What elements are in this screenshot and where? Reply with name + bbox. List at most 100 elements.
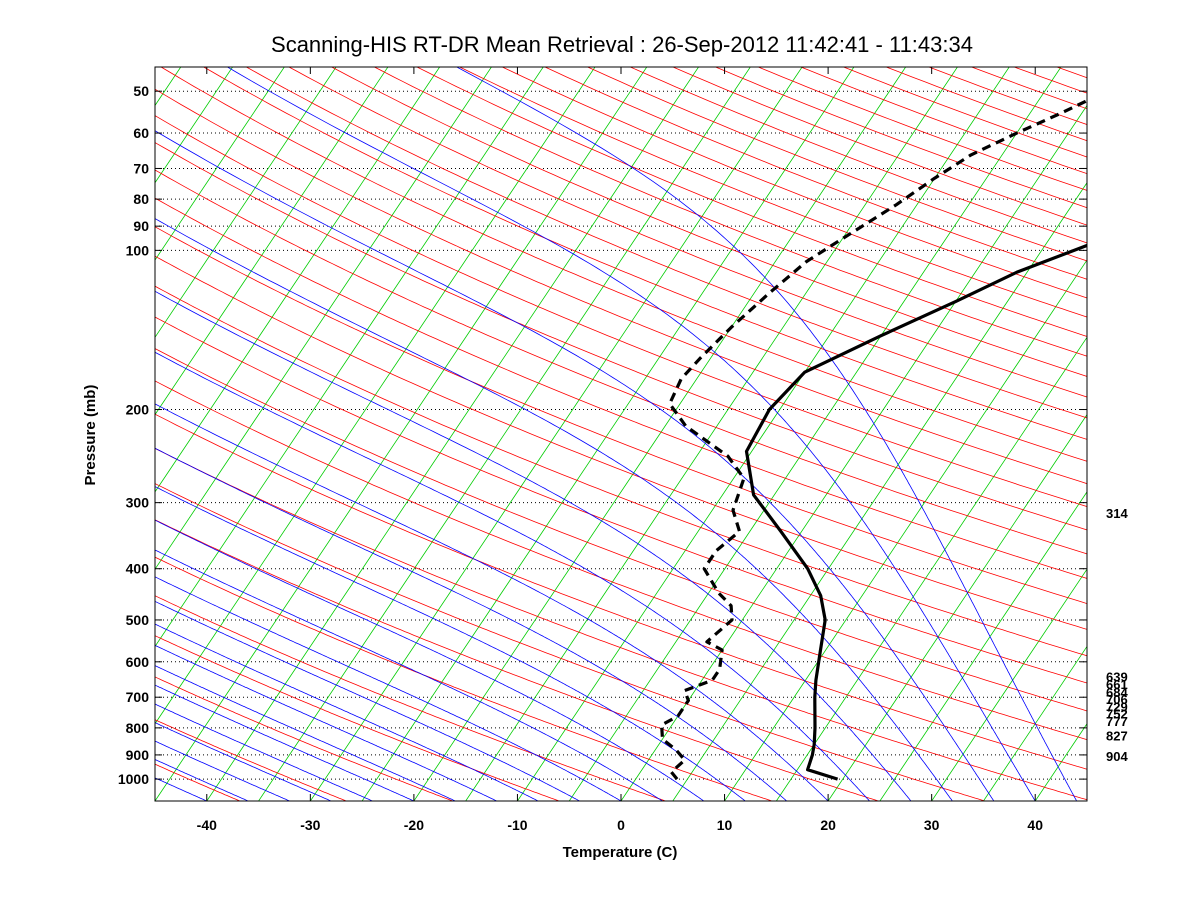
moist-adiabat — [455, 67, 1077, 801]
moist-adiabat — [155, 403, 829, 801]
isotherm — [155, 67, 337, 339]
chart-title: Scanning-HIS RT-DR Mean Retrieval : 26-S… — [271, 32, 973, 57]
plot-area — [0, 40, 1200, 821]
y-tick-label: 80 — [133, 191, 149, 207]
dry-adiabat — [155, 226, 1087, 605]
moist-adiabat — [155, 130, 995, 801]
isotherm — [309, 67, 803, 801]
dry-adiabat — [155, 285, 1087, 657]
x-tick-label: 30 — [924, 817, 940, 833]
plot-frame — [154, 66, 1088, 802]
moist-adiabat — [155, 759, 249, 801]
x-tick-label: -30 — [300, 817, 320, 833]
dry-adiabat — [245, 67, 1087, 419]
dry-adiabat — [155, 413, 1087, 770]
moist-adiabat — [155, 722, 332, 801]
moist-adiabat — [155, 519, 705, 801]
dry-adiabat — [544, 67, 1087, 280]
isotherm — [155, 67, 285, 261]
isotherm — [0, 40, 44, 821]
isotherm — [568, 67, 1062, 801]
x-tick-label: -20 — [404, 817, 424, 833]
y-tick-label: 900 — [126, 747, 150, 763]
moist-adiabat — [155, 549, 663, 801]
isotherm — [155, 67, 234, 184]
right-level-label: 827 — [1106, 728, 1128, 743]
isotherm — [258, 67, 751, 801]
dry-adiabat — [1189, 40, 1200, 801]
right-level-label: 752 — [1106, 707, 1128, 722]
isotherm — [465, 67, 958, 801]
right-level-label: 729 — [1106, 700, 1128, 715]
moist-adiabat — [155, 447, 787, 801]
moist-adiabat — [155, 623, 539, 801]
right-level-label: 706 — [1106, 692, 1128, 707]
y-tick-label: 600 — [126, 654, 150, 670]
y-tick-labels: 50 60 70 80 90 100 200 300 400 500 600 700 800 900 100… — [118, 83, 1087, 787]
x-tick-labels: -40 -30 -20 -10 0 10 20 30 40 — [197, 67, 1043, 833]
dry-adiabat — [330, 67, 1087, 377]
dry-adiabat — [155, 316, 1087, 684]
dry-adiabat — [1148, 40, 1200, 801]
isotherm — [155, 67, 544, 648]
isotherm — [672, 182, 1087, 801]
isotherm — [1177, 40, 1200, 821]
dry-adiabat — [155, 519, 880, 801]
y-tick-label: 700 — [126, 689, 150, 705]
isotherm — [827, 413, 1087, 801]
dewpoint-profile-line — [659, 98, 1087, 781]
moist-adiabat — [155, 740, 290, 801]
dry-adiabat — [970, 67, 1087, 110]
isotherm — [155, 67, 596, 725]
moist-adiabat — [155, 644, 497, 801]
dry-adiabat — [1055, 67, 1087, 79]
isotherm — [1086, 800, 1087, 801]
isotherm — [155, 67, 182, 107]
right-level-label: 314 — [1106, 506, 1128, 521]
moist-adiabat — [155, 290, 912, 801]
isotherm — [155, 67, 648, 801]
isotherm — [155, 67, 389, 416]
moist-adiabat — [155, 703, 373, 801]
dry-adiabat — [288, 67, 1087, 398]
dry-adiabat — [160, 67, 1087, 462]
dry-adiabat — [155, 348, 1087, 712]
right-level-label: 639 — [1106, 669, 1128, 684]
temperature-profile-line — [744, 243, 1087, 781]
dry-adiabat — [155, 169, 1087, 555]
y-tick-label: 100 — [126, 242, 150, 258]
x-tick-label: 10 — [717, 817, 733, 833]
x-tick-label: 0 — [617, 817, 625, 833]
right-level-label: 684 — [1106, 685, 1128, 700]
isotherm — [1125, 40, 1200, 821]
y-tick-label: 60 — [133, 125, 149, 141]
dry-adiabat — [155, 556, 774, 801]
isotherm — [620, 104, 1087, 801]
isotherm — [155, 67, 441, 493]
dry-adiabat — [155, 255, 1087, 630]
y-tick-label: 500 — [126, 612, 150, 628]
y-tick-label: 1000 — [118, 771, 149, 787]
isotherm — [155, 67, 492, 570]
moist-adiabat — [155, 218, 953, 801]
y-tick-label: 90 — [133, 218, 149, 234]
dry-adiabat — [155, 719, 348, 801]
moist-adiabat — [155, 684, 415, 801]
y-tick-label: 400 — [126, 561, 150, 577]
moist-adiabat — [155, 576, 622, 801]
dry-adiabat — [586, 67, 1087, 262]
y-tick-label: 50 — [133, 83, 149, 99]
moist-adiabat — [226, 67, 1036, 801]
dry-adiabat — [155, 483, 987, 801]
x-tick-label: -10 — [507, 817, 527, 833]
y-tick-label: 200 — [126, 402, 150, 418]
y-tick-label: 300 — [126, 495, 150, 511]
dry-adiabat — [1066, 40, 1200, 801]
dry-adiabat — [373, 67, 1087, 357]
dry-adiabat — [202, 67, 1087, 440]
isotherm — [413, 67, 907, 801]
isotherm — [724, 259, 1087, 801]
dry-adiabat — [155, 197, 1087, 579]
